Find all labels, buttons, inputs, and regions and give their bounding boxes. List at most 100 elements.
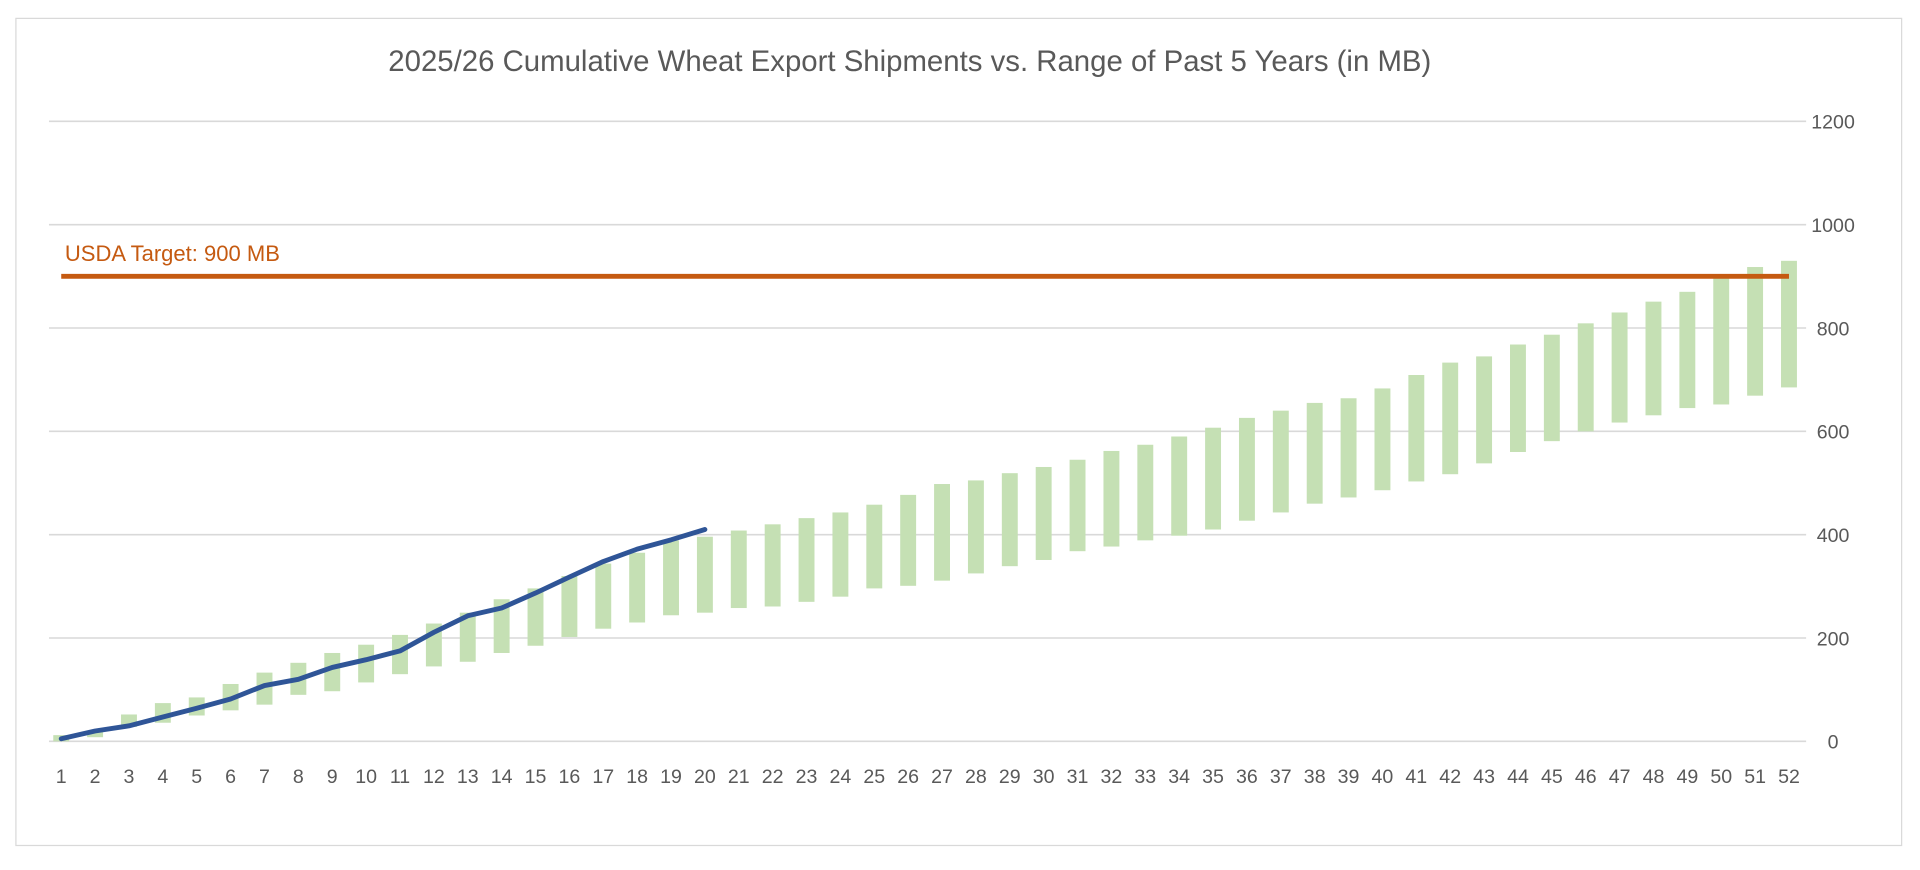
range-bar — [1645, 301, 1662, 416]
x-tick-label: 4 — [157, 766, 168, 788]
x-tick-label: 34 — [1168, 766, 1190, 788]
range-bar — [1408, 375, 1425, 482]
x-tick-label: 43 — [1473, 766, 1495, 788]
range-bar — [1272, 410, 1289, 513]
x-tick-label: 13 — [457, 766, 479, 788]
x-tick-label: 31 — [1067, 766, 1089, 788]
x-tick-label: 30 — [1033, 766, 1055, 788]
range-bar — [934, 484, 950, 581]
range-bar — [663, 540, 679, 616]
range-bar — [1035, 466, 1052, 560]
x-tick-label: 15 — [525, 766, 547, 788]
x-tick-label: 6 — [225, 766, 236, 788]
y-tick-label: 0 — [1828, 732, 1839, 754]
x-tick-label: 50 — [1710, 766, 1732, 788]
x-tick-label: 40 — [1372, 766, 1394, 788]
range-bar — [1374, 388, 1391, 491]
y-tick-label: 400 — [1817, 525, 1850, 547]
y-tick-label: 600 — [1817, 422, 1850, 444]
range-bar — [967, 480, 984, 574]
range-bar — [459, 612, 476, 662]
range-bar — [1238, 417, 1255, 521]
x-tick-label: 20 — [694, 766, 716, 788]
x-tick-label: 14 — [491, 766, 513, 788]
range-bar — [527, 588, 544, 646]
range-bar — [87, 732, 104, 738]
x-tick-label: 21 — [728, 766, 750, 788]
x-tick-label: 47 — [1609, 766, 1631, 788]
x-tick-label: 36 — [1236, 766, 1258, 788]
x-tick-label: 38 — [1304, 766, 1326, 788]
x-tick-label: 41 — [1405, 766, 1427, 788]
range-bar — [798, 518, 815, 602]
range-bar — [1306, 402, 1323, 504]
range-bar — [1001, 473, 1018, 567]
x-tick-label: 44 — [1507, 766, 1529, 788]
x-tick-label: 39 — [1338, 766, 1360, 788]
y-tick-label: 200 — [1817, 628, 1850, 650]
x-tick-label: 16 — [559, 766, 581, 788]
range-bar — [1543, 334, 1560, 442]
range-bar — [1679, 291, 1696, 409]
range-bar — [1713, 278, 1730, 405]
x-tick-label: 3 — [124, 766, 135, 788]
range-bar — [493, 599, 510, 653]
range-bar — [629, 552, 646, 623]
current-year-line — [58, 527, 708, 742]
range-bar — [561, 575, 578, 637]
x-tick-label: 17 — [592, 766, 614, 788]
x-tick-label: 42 — [1439, 766, 1461, 788]
x-tick-label: 29 — [999, 766, 1021, 788]
range-bar — [900, 494, 917, 586]
range-bar — [256, 672, 273, 705]
range-bar — [392, 634, 408, 675]
range-bar — [1747, 267, 1764, 396]
x-tick-label: 51 — [1744, 766, 1766, 788]
x-tick-label: 25 — [863, 766, 885, 788]
x-tick-label: 5 — [191, 766, 202, 788]
range-bar — [1781, 260, 1797, 388]
range-bar — [1577, 323, 1594, 432]
range-bar — [1476, 356, 1493, 464]
range-bar — [595, 563, 612, 629]
y-tick-label: 1000 — [1811, 215, 1855, 237]
x-tick-label: 2 — [90, 766, 101, 788]
range-bar — [324, 652, 341, 692]
range-bar — [832, 512, 849, 597]
range-bar — [1340, 398, 1357, 498]
x-tick-label: 32 — [1101, 766, 1123, 788]
x-tick-label: 22 — [762, 766, 784, 788]
x-tick-label: 46 — [1575, 766, 1597, 788]
x-tick-label: 23 — [796, 766, 818, 788]
x-tick-label: 27 — [931, 766, 953, 788]
x-tick-label: 48 — [1643, 766, 1665, 788]
range-bar — [866, 504, 883, 589]
range-bar — [1103, 450, 1120, 547]
range-bar — [696, 536, 713, 613]
range-bar — [730, 530, 747, 609]
x-tick-label: 9 — [327, 766, 338, 788]
x-tick-label: 11 — [390, 766, 410, 788]
x-tick-label: 33 — [1134, 766, 1156, 788]
x-tick-label: 24 — [830, 766, 852, 788]
x-tick-label: 35 — [1202, 766, 1224, 788]
y-tick-label: 1200 — [1811, 112, 1855, 134]
x-tick-label: 49 — [1676, 766, 1698, 788]
y-tick-label: 800 — [1817, 318, 1850, 340]
x-tick-label: 19 — [660, 766, 682, 788]
range-bar — [1510, 344, 1526, 452]
x-tick-label: 18 — [626, 766, 648, 788]
range-bar — [1205, 427, 1222, 530]
range-bar — [1611, 312, 1628, 423]
range-bar — [1137, 444, 1154, 541]
range-bar — [1069, 459, 1086, 552]
target-label: USDA Target: 900 MB — [65, 241, 280, 266]
range-bar — [764, 524, 781, 607]
chart-title: 2025/26 Cumulative Wheat Export Shipment… — [388, 45, 1431, 78]
x-tick-label: 8 — [293, 766, 304, 788]
x-tick-label: 1 — [56, 766, 67, 788]
x-tick-label: 26 — [897, 766, 919, 788]
x-tick-label: 12 — [423, 766, 445, 788]
x-tick-label: 45 — [1541, 766, 1563, 788]
